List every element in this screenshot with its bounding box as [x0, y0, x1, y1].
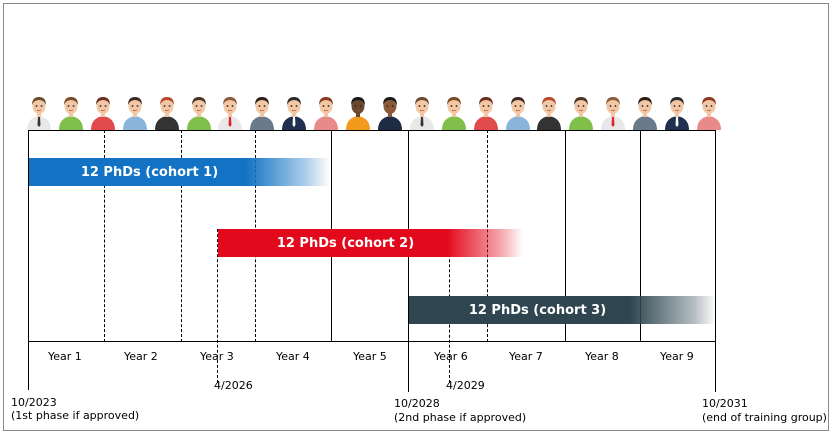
phase2-note: (2nd phase if approved): [394, 411, 527, 424]
year-divider: [181, 130, 182, 342]
cohort-1-bar: 12 PhDs (cohort 1): [29, 158, 330, 186]
cohort2-start-date: 4/2026: [214, 379, 253, 392]
top-boundary-line: [29, 130, 715, 131]
person-avatar-icon: [27, 97, 51, 130]
phase2-line: [408, 130, 409, 392]
person-avatar-icon: [91, 97, 115, 130]
person-avatar-icon: [665, 97, 689, 130]
cohort-2-label: 12 PhDs (cohort 2): [276, 235, 415, 251]
year-label: Year 5: [353, 350, 387, 363]
person-avatar-icon: [155, 97, 179, 130]
end-note: (end of training group): [702, 411, 827, 424]
cohort2-start-marker: [217, 229, 218, 383]
year-label: Year 7: [509, 350, 543, 363]
person-avatar-icon: [378, 97, 402, 130]
person-avatar-icon: [410, 97, 434, 130]
person-avatar-icon: [569, 97, 593, 130]
year-divider: [640, 130, 641, 342]
person-avatar-icon: [442, 97, 466, 130]
cohort3-midpoint-date: 4/2029: [446, 379, 485, 392]
person-avatar-icon: [346, 97, 370, 130]
year-divider: [104, 130, 105, 342]
timeline-axis: [29, 341, 715, 342]
end-date: 10/2031: [702, 397, 748, 410]
person-avatar-icon: [601, 97, 625, 130]
person-avatar-icon: [314, 97, 338, 130]
year-label: Year 9: [660, 350, 694, 363]
person-avatar-icon: [123, 97, 147, 130]
year-label: Year 8: [585, 350, 619, 363]
person-avatar-icon: [218, 97, 242, 130]
person-avatar-icon: [282, 97, 306, 130]
cohort-1-label: 12 PhDs (cohort 1): [80, 164, 219, 180]
person-avatar-icon: [633, 97, 657, 130]
phase2-date: 10/2028: [394, 397, 440, 410]
year-label: Year 3: [200, 350, 234, 363]
person-avatar-icon: [187, 97, 211, 130]
phd-avatar-row: [25, 94, 721, 130]
cohort-3-bar: 12 PhDs (cohort 3): [409, 296, 716, 324]
person-avatar-icon: [250, 97, 274, 130]
start-note: (1st phase if approved): [11, 409, 140, 422]
start-line: [28, 130, 29, 390]
cohort-3-label: 12 PhDs (cohort 3): [468, 302, 607, 318]
person-avatar-icon: [474, 97, 498, 130]
person-avatar-icon: [59, 97, 83, 130]
year-label: Year 2: [124, 350, 158, 363]
start-date: 10/2023: [11, 396, 57, 409]
cohort-2-bar: 12 PhDs (cohort 2): [218, 229, 523, 257]
diagram-frame: [3, 3, 829, 431]
year-label: Year 4: [276, 350, 310, 363]
end-line: [715, 130, 716, 392]
year-divider: [565, 130, 566, 342]
year-label: Year 1: [48, 350, 82, 363]
person-avatar-icon: [506, 97, 530, 130]
year-label: Year 6: [434, 350, 468, 363]
person-avatar-icon: [697, 97, 721, 130]
person-avatar-icon: [537, 97, 561, 130]
